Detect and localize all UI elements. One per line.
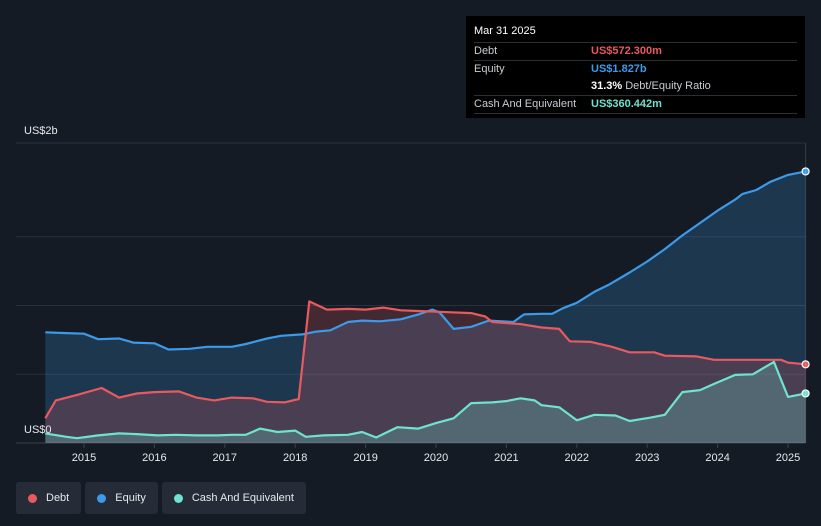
x-tick-label: 2022 [565, 452, 589, 464]
tooltip-row-ratio: 31.3% Debt/Equity Ratio [474, 78, 797, 95]
tooltip-cash-value: US$360.442m [591, 98, 662, 110]
tooltip-cash-label: Cash And Equivalent [474, 98, 577, 110]
x-tick-label: 2015 [72, 452, 96, 464]
tooltip-date: Mar 31 2025 [474, 25, 536, 37]
cash-dot-icon [173, 493, 183, 503]
legend-equity-label: Equity [115, 492, 146, 504]
cash-and-equivalent-endpoint [801, 389, 810, 398]
x-tick-label: 2021 [494, 452, 518, 464]
debt-dot-icon [28, 493, 37, 503]
equity-endpoint [801, 167, 810, 176]
y-axis-bottom-label: US$0 [24, 424, 52, 436]
legend: Debt Equity Cash And Equivalent [16, 482, 306, 514]
tooltip-row-cash: Cash And Equivalent US$360.442m [474, 95, 797, 114]
tooltip-row-equity: Equity US$1.827b [474, 60, 797, 78]
x-tick-label: 2025 [776, 452, 800, 464]
legend-item-cash[interactable]: Cash And Equivalent [161, 482, 306, 514]
tooltip-row-debt: Debt US$572.300m [474, 42, 797, 60]
debt-area [45, 301, 806, 443]
x-tick-label: 2018 [283, 452, 307, 464]
x-tick-label: 2019 [353, 452, 377, 464]
legend-item-debt[interactable]: Debt [16, 482, 82, 514]
x-tick-label: 2017 [213, 452, 237, 464]
tooltip-debt-label: Debt [474, 45, 498, 57]
cash-and-equivalent-area [45, 361, 806, 443]
tooltip-ratio-label: Debt/Equity Ratio [625, 80, 711, 92]
legend-item-equity[interactable]: Equity [85, 482, 158, 514]
equity-dot-icon [97, 493, 107, 503]
y-axis-top-label: US$2b [24, 125, 58, 137]
debt-endpoint [801, 360, 810, 369]
debt-line [44, 300, 806, 419]
tooltip-equity-value: US$1.827b [591, 63, 647, 75]
equity-area [45, 171, 806, 443]
tooltip-ratio-value: 31.3% [591, 80, 623, 92]
cash-and-equivalent-line [45, 360, 806, 440]
x-tick-label: 2024 [705, 452, 729, 464]
x-tick-label: 2016 [142, 452, 166, 464]
legend-debt-label: Debt [46, 492, 70, 504]
tooltip: Mar 31 2025 Debt US$572.300m Equity US$1… [466, 16, 805, 118]
x-tick-label: 2023 [635, 452, 659, 464]
tooltip-debt-value: US$572.300m [591, 45, 662, 57]
tooltip-equity-label: Equity [474, 63, 505, 75]
x-tick-label: 2020 [424, 452, 448, 464]
legend-cash-label: Cash And Equivalent [191, 492, 294, 504]
